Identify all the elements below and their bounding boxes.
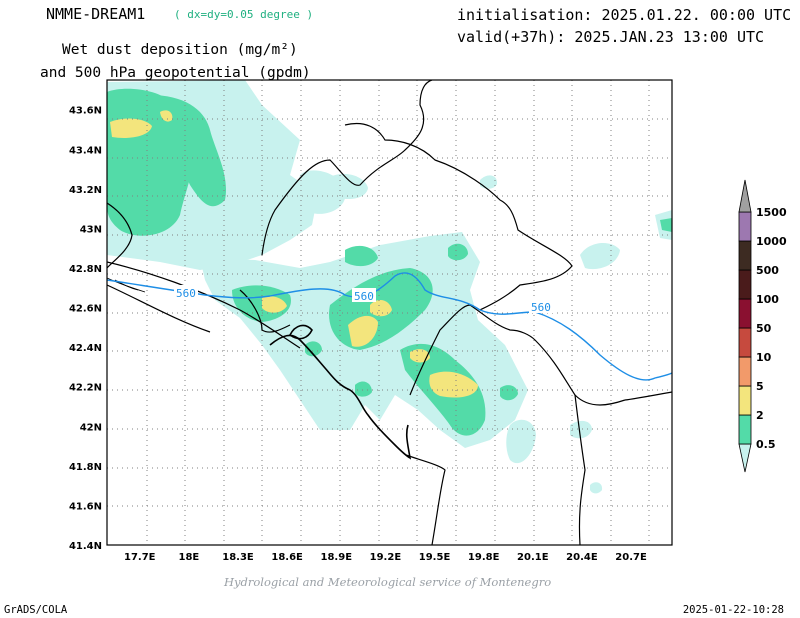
x-tick-label: 19.2E [370,552,402,563]
country-borders [107,80,672,545]
colorbar-swatch [738,414,752,445]
x-tick-label: 18E [179,552,200,563]
colorbar-label: 0.5 [756,438,776,451]
map-frame [106,79,673,546]
x-axis-ticks: 17.7E 18E 18.3E 18.6E 18.9E 19.2E 19.5E 19.8E 20… [124,552,647,563]
deposition-colorbar: 0.5 2 5 10 50 100 500 1000 1500 [738,179,787,473]
y-tick-label: 42.2N [69,383,102,394]
colorbar-label: 1000 [756,235,787,248]
colorbar-swatch [738,298,752,329]
colorbar-label: 10 [756,351,772,364]
colorbar-swatch [738,385,752,416]
colorbar-label: 100 [756,293,779,306]
x-tick-label: 20.7E [615,552,647,563]
valid-time: valid(+37h): 2025.JAN.23 13:00 UTC [457,28,765,46]
colorbar-swatch [738,269,752,300]
x-tick-label: 20.4E [566,552,598,563]
colorbar-swatch [738,211,752,242]
initialisation-time: initialisation: 2025.01.22. 00:00 UTC [457,6,792,24]
contour-label-560: 560 [531,301,551,314]
y-axis-ticks: 41.4N 41.6N 41.8N 42N 42.2N 42.4N 42.6N 42.8N 43… [69,106,102,552]
x-tick-label: 19.5E [419,552,451,563]
x-tick-label: 18.6E [271,552,303,563]
y-tick-label: 42N [80,422,102,433]
x-tick-label: 19.8E [468,552,500,563]
field-subtitle: and 500 hPa geopotential (gpdm) [40,65,311,81]
colorbar-label: 50 [756,322,772,335]
model-title: NMME-DREAM1 [46,5,146,23]
colorbar-upper-arrow [738,179,752,213]
dust-deposition-field [107,80,672,494]
y-tick-label: 43.4N [69,145,102,156]
deposition-5-area [110,110,478,398]
model-resolution: ( dx=dy=0.05 degree ) [174,8,314,21]
credit-line: Hydrological and Meteorological service … [224,575,552,589]
x-tick-label: 18.3E [222,552,254,563]
y-tick-label: 42.6N [69,304,102,315]
colorbar-label: 2 [756,409,764,422]
contour-label-560: 560 [354,290,374,303]
y-tick-label: 42.8N [69,264,102,275]
y-tick-label: 42.4N [69,343,102,354]
montenegro-coastline [269,324,412,460]
colorbar-label: 5 [756,380,764,393]
x-tick-label: 18.9E [321,552,353,563]
y-tick-label: 43.6N [69,106,102,117]
geopotential-560-contour: 560 560 560 [106,272,673,381]
colorbar-label: 500 [756,264,779,277]
y-tick-label: 43.2N [69,185,102,196]
software-label: GrADS/COLA [4,604,68,616]
x-tick-label: 17.7E [124,552,156,563]
colorbar-swatch [738,240,752,271]
colorbar-swatch [738,327,752,358]
y-tick-label: 43N [80,224,102,235]
colorbar-lower-arrow [738,443,752,473]
field-title: Wet dust deposition (mg/m²) [62,42,298,58]
y-tick-label: 41.8N [69,462,102,473]
colorbar-label: 1500 [756,206,787,219]
y-tick-label: 41.4N [69,541,102,552]
render-timestamp: 2025-01-22-10:28 [682,604,784,616]
contour-label-560: 560 [176,287,196,300]
map-grid [107,80,672,545]
x-tick-label: 20.1E [517,552,549,563]
colorbar-swatch [738,356,752,387]
y-tick-label: 41.6N [69,501,102,512]
